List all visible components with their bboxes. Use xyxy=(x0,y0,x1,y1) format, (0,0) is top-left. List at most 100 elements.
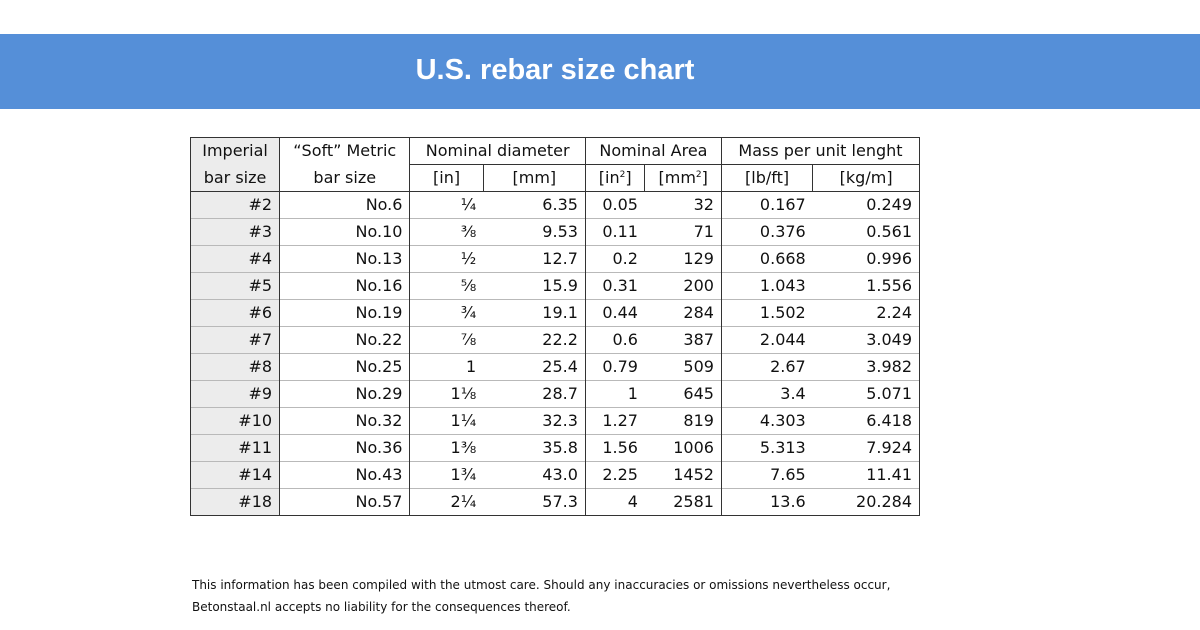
header-metric-line2: bar size xyxy=(279,164,411,192)
cell-imperial: #2 xyxy=(189,191,281,219)
unit-area-in2-prefix: [in xyxy=(598,168,620,187)
cell-diameter-in: 1⅜ xyxy=(409,434,484,462)
table-header: Imperial “Soft” Metric Nominal diameter … xyxy=(189,137,921,192)
cell-area-mm2: 387 xyxy=(644,326,722,354)
cell-area-in2: 0.2 xyxy=(584,245,645,273)
table-body: #2 No.6 ¼ 6.35 0.05 32 0.167 0.249 #3 No.10 ⅜ 9.53 0… xyxy=(189,191,920,516)
cell-metric: No.25 xyxy=(279,353,411,381)
cell-area-mm2: 819 xyxy=(644,407,722,435)
cell-diameter-in: 1 xyxy=(409,353,484,381)
cell-mass-kg-m: 3.049 xyxy=(812,326,920,354)
table-row: #9 No.29 1⅛ 28.7 1 645 3.4 5.071 xyxy=(189,380,920,408)
unit-diameter-in: [in] xyxy=(409,164,484,192)
cell-diameter-in: 1⅛ xyxy=(409,380,484,408)
cell-mass-lb-ft: 2.044 xyxy=(720,326,813,354)
cell-imperial: #3 xyxy=(189,218,281,246)
rebar-size-table: Imperial “Soft” Metric Nominal diameter … xyxy=(189,137,921,516)
header-nominal-area: Nominal Area xyxy=(584,137,722,165)
cell-diameter-in: ½ xyxy=(409,245,484,273)
cell-imperial: #8 xyxy=(189,353,281,381)
cell-mass-lb-ft: 1.043 xyxy=(720,272,813,300)
unit-area-mm2-suffix: ] xyxy=(701,168,708,187)
cell-mass-lb-ft: 7.65 xyxy=(720,461,813,489)
cell-area-in2: 4 xyxy=(584,488,645,516)
cell-metric: No.36 xyxy=(279,434,411,462)
cell-diameter-mm: 6.35 xyxy=(483,191,586,219)
table-row: #4 No.13 ½ 12.7 0.2 129 0.668 0.996 xyxy=(189,245,920,273)
cell-mass-lb-ft: 5.313 xyxy=(720,434,813,462)
cell-imperial: #10 xyxy=(189,407,281,435)
cell-area-mm2: 645 xyxy=(644,380,722,408)
cell-metric: No.6 xyxy=(279,191,411,219)
cell-metric: No.29 xyxy=(279,380,411,408)
header-imperial: Imperial xyxy=(189,137,281,165)
cell-area-mm2: 284 xyxy=(644,299,722,327)
cell-area-mm2: 129 xyxy=(644,245,722,273)
cell-mass-kg-m: 2.24 xyxy=(812,299,920,327)
cell-mass-kg-m: 0.996 xyxy=(812,245,920,273)
header-mass-per-length: Mass per unit lenght xyxy=(720,137,921,165)
cell-mass-lb-ft: 3.4 xyxy=(720,380,813,408)
cell-area-in2: 0.11 xyxy=(584,218,645,246)
cell-area-in2: 1 xyxy=(584,380,645,408)
title-banner: U.S. rebar size chart xyxy=(0,34,1200,109)
cell-mass-lb-ft: 0.668 xyxy=(720,245,813,273)
unit-area-in2-exponent: 2 xyxy=(619,170,626,180)
cell-mass-lb-ft: 0.376 xyxy=(720,218,813,246)
header-row-2: bar size bar size [in] [mm] [in2] [mm2] … xyxy=(189,164,920,192)
cell-area-in2: 0.31 xyxy=(584,272,645,300)
unit-area-in2-suffix: ] xyxy=(625,168,632,187)
cell-mass-kg-m: 5.071 xyxy=(812,380,920,408)
table-row: #7 No.22 ⅞ 22.2 0.6 387 2.044 3.049 xyxy=(189,326,920,354)
cell-mass-kg-m: 11.41 xyxy=(812,461,920,489)
cell-diameter-mm: 28.7 xyxy=(483,380,586,408)
table-row: #6 No.19 ¾ 19.1 0.44 284 1.502 2.24 xyxy=(189,299,920,327)
cell-imperial: #11 xyxy=(189,434,281,462)
header-row-1: Imperial “Soft” Metric Nominal diameter … xyxy=(189,137,921,165)
header-imperial-line2: bar size xyxy=(189,164,281,192)
cell-diameter-in: 1¼ xyxy=(409,407,484,435)
cell-diameter-mm: 12.7 xyxy=(483,245,586,273)
cell-area-in2: 0.6 xyxy=(584,326,645,354)
cell-imperial: #18 xyxy=(189,488,281,516)
cell-imperial: #9 xyxy=(189,380,281,408)
cell-diameter-mm: 57.3 xyxy=(483,488,586,516)
cell-area-mm2: 200 xyxy=(644,272,722,300)
unit-mass-kg-m: [kg/m] xyxy=(812,164,920,192)
cell-mass-lb-ft: 1.502 xyxy=(720,299,813,327)
header-nominal-diameter: Nominal diameter xyxy=(409,137,586,165)
cell-area-mm2: 2581 xyxy=(644,488,722,516)
cell-mass-lb-ft: 2.67 xyxy=(720,353,813,381)
table-row: #2 No.6 ¼ 6.35 0.05 32 0.167 0.249 xyxy=(189,191,920,219)
cell-area-mm2: 509 xyxy=(644,353,722,381)
cell-diameter-mm: 22.2 xyxy=(483,326,586,354)
cell-diameter-mm: 43.0 xyxy=(483,461,586,489)
cell-diameter-in: ¼ xyxy=(409,191,484,219)
cell-diameter-mm: 19.1 xyxy=(483,299,586,327)
cell-mass-lb-ft: 13.6 xyxy=(720,488,813,516)
table-row: #3 No.10 ⅜ 9.53 0.11 71 0.376 0.561 xyxy=(189,218,920,246)
cell-diameter-mm: 35.8 xyxy=(483,434,586,462)
table-row: #18 No.57 2¼ 57.3 4 2581 13.6 20.284 xyxy=(189,488,920,516)
disclaimer: This information has been compiled with … xyxy=(192,574,952,618)
cell-area-in2: 0.79 xyxy=(584,353,645,381)
cell-mass-kg-m: 3.982 xyxy=(812,353,920,381)
cell-mass-kg-m: 1.556 xyxy=(812,272,920,300)
cell-area-in2: 1.27 xyxy=(584,407,645,435)
cell-diameter-in: 2¼ xyxy=(409,488,484,516)
cell-diameter-mm: 9.53 xyxy=(483,218,586,246)
table-row: #5 No.16 ⅝ 15.9 0.31 200 1.043 1.556 xyxy=(189,272,920,300)
cell-area-mm2: 32 xyxy=(644,191,722,219)
header-metric: “Soft” Metric xyxy=(279,137,411,165)
cell-mass-kg-m: 0.249 xyxy=(812,191,920,219)
cell-diameter-in: ⅞ xyxy=(409,326,484,354)
unit-area-mm2: [mm2] xyxy=(644,164,722,192)
cell-diameter-in: ⅜ xyxy=(409,218,484,246)
page-title: U.S. rebar size chart xyxy=(415,54,695,86)
cell-mass-kg-m: 0.561 xyxy=(812,218,920,246)
cell-imperial: #6 xyxy=(189,299,281,327)
table-row: #14 No.43 1¾ 43.0 2.25 1452 7.65 11.41 xyxy=(189,461,920,489)
cell-diameter-in: 1¾ xyxy=(409,461,484,489)
cell-metric: No.43 xyxy=(279,461,411,489)
cell-imperial: #5 xyxy=(189,272,281,300)
